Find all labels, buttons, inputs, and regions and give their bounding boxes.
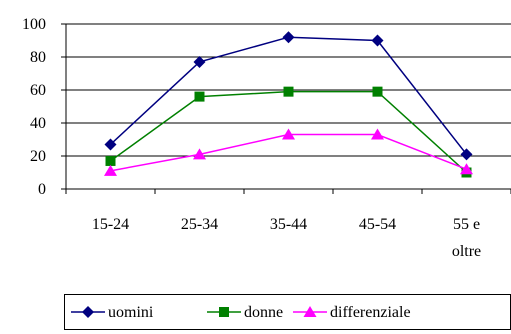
legend-label: uomini: [108, 304, 154, 321]
x-tick-label: 15-24: [92, 216, 129, 233]
data-point: [372, 86, 383, 97]
x-tick-labels: 15-24 25-34 35-44 45-54 55 e oltre: [92, 216, 481, 260]
legend-label: differenziale: [330, 304, 411, 321]
data-point: [193, 148, 206, 160]
y-tick-label: 40: [30, 115, 46, 132]
legend-item-uomini: uomini: [71, 304, 154, 321]
x-tick-label: 35-44: [270, 216, 307, 233]
y-tick-label: 60: [30, 82, 46, 99]
data-point: [283, 86, 294, 97]
data-point: [104, 138, 117, 151]
data-point: [371, 128, 384, 140]
data-point: [105, 155, 116, 166]
y-tick-label: 80: [30, 49, 46, 66]
y-tick-labels: 0 20 40 60 80 100: [22, 16, 46, 198]
data-point: [193, 55, 206, 68]
y-tick-label: 100: [22, 16, 46, 33]
x-tick-label: 25-34: [181, 216, 218, 233]
series-uomini: [104, 31, 473, 161]
legend-label: donne: [244, 304, 283, 321]
series-lines: [104, 31, 473, 178]
x-tick-label: 45-54: [359, 216, 396, 233]
y-tick-label: 0: [38, 181, 46, 198]
legend-item-donne: donne: [207, 304, 283, 321]
data-point: [460, 148, 473, 161]
x-tick-label: 55 e oltre: [452, 216, 481, 260]
data-point: [104, 164, 117, 176]
data-point: [194, 91, 205, 102]
y-tick-label: 20: [30, 148, 46, 165]
data-point: [282, 31, 295, 44]
data-point: [371, 34, 384, 47]
series-line: [110, 133, 467, 172]
data-point: [460, 163, 473, 175]
legend-items: uomini donne differenziale: [71, 304, 411, 321]
legend-marker: [219, 307, 229, 317]
axes: [61, 23, 511, 194]
series-differenziale: [104, 128, 473, 176]
legend-marker: [303, 306, 317, 317]
legend-marker: [82, 306, 94, 318]
legend-item-differenziale: differenziale: [293, 304, 411, 321]
data-point: [282, 128, 295, 140]
legend: uomini donne differenziale: [64, 294, 511, 330]
